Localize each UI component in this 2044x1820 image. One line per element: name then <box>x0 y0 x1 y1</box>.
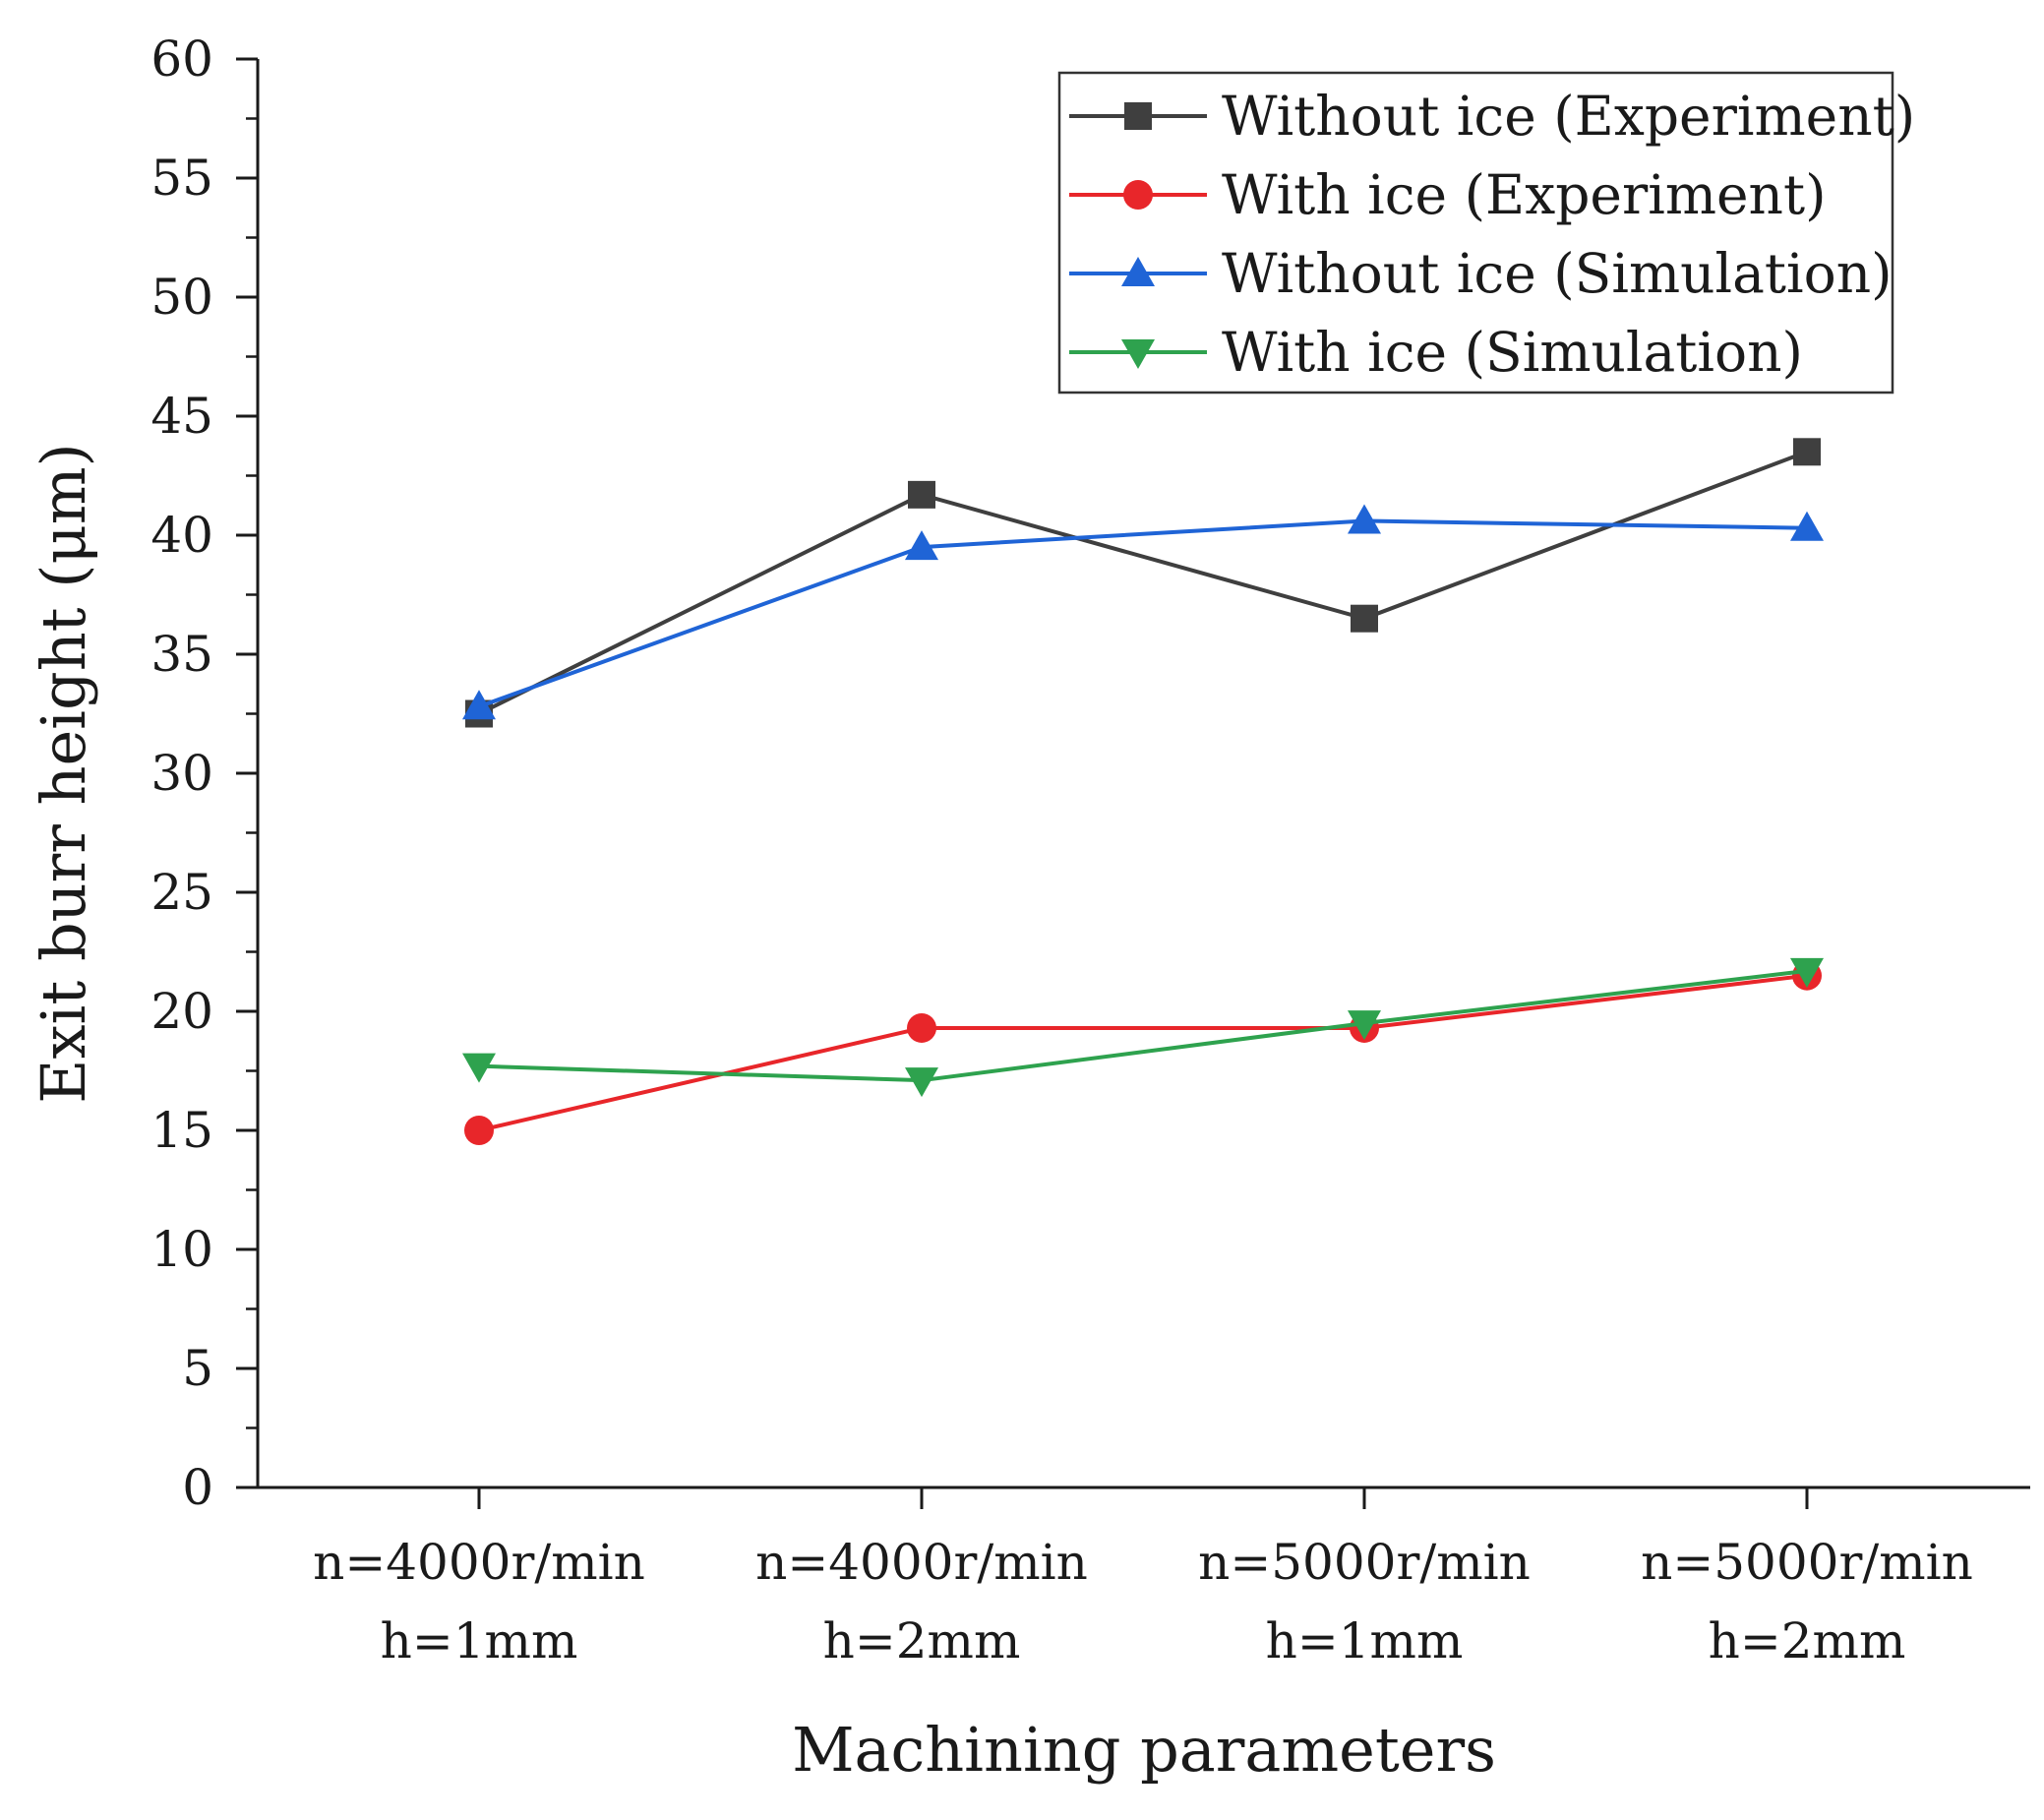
y-tick-label: 50 <box>150 269 213 326</box>
series-line <box>478 518 1808 709</box>
series-layer <box>462 438 1824 1145</box>
legend-label: With ice (Simulation) <box>1222 321 1803 384</box>
series-without-ice-experiment <box>465 438 1821 728</box>
x-axis-title: Machining parameters <box>792 1714 1496 1786</box>
legend-marker <box>1123 180 1153 210</box>
y-tick-label: 10 <box>150 1221 213 1278</box>
x-tick-label-line1: n=5000r/min <box>1198 1534 1531 1591</box>
y-tick-label: 35 <box>150 626 213 683</box>
legend-marker <box>1121 339 1155 369</box>
legend: Without ice (Experiment) With ice (Experi… <box>1057 71 1915 394</box>
x-tick-label-line1: n=5000r/min <box>1641 1534 1973 1591</box>
x-tick-label-line2: h=1mm <box>1266 1612 1464 1669</box>
legend-item: With ice (Simulation) <box>1069 321 1803 384</box>
series-line <box>478 968 1808 1083</box>
legend-box <box>1057 71 1894 394</box>
y-tick-label: 20 <box>150 983 213 1040</box>
data-point <box>1348 504 1381 534</box>
x-tick-label-line2: h=2mm <box>823 1612 1021 1669</box>
y-tick-label: 40 <box>150 507 213 564</box>
legend-item: Without ice (Simulation) <box>1069 242 1893 305</box>
series-without-ice-simulation <box>462 504 1824 720</box>
data-point <box>462 1053 496 1083</box>
data-point <box>1351 604 1378 633</box>
y-tick-label: 5 <box>182 1340 213 1397</box>
data-point <box>907 1012 936 1043</box>
legend-item: Without ice (Experiment) <box>1069 85 1915 148</box>
y-axis-ticks: 0 5 10 15 20 25 30 35 40 45 50 55 60 <box>150 30 258 1516</box>
x-tick-label-line1: n=4000r/min <box>313 1534 645 1591</box>
data-point <box>908 480 935 509</box>
data-point <box>1790 957 1824 988</box>
series-line <box>478 973 1808 1132</box>
x-axis-ticks: n=4000r/min h=1mm n=4000r/min h=2mm n=5000r/… <box>313 1487 1973 1669</box>
y-tick-label: 60 <box>150 30 213 88</box>
y-tick-label: 45 <box>150 388 213 445</box>
legend-marker <box>1121 257 1155 286</box>
legend-label: Without ice (Experiment) <box>1222 85 1915 148</box>
y-axis-title: Exit burr height (μm) <box>28 443 99 1103</box>
y-tick-label: 15 <box>150 1102 213 1159</box>
data-point <box>905 530 938 561</box>
x-tick-label-line1: n=4000r/min <box>755 1534 1088 1591</box>
y-tick-label: 30 <box>150 745 213 802</box>
x-tick-label-line2: h=2mm <box>1709 1612 1906 1669</box>
data-point <box>905 1067 938 1098</box>
plot-area: 0 5 10 15 20 25 30 35 40 45 50 55 60 n=4000r/min h=1m… <box>150 30 2030 1669</box>
x-tick-label-line2: h=1mm <box>381 1612 578 1669</box>
legend-marker <box>1124 102 1152 130</box>
legend-item: With ice (Experiment) <box>1069 163 1827 226</box>
data-point <box>1790 511 1824 541</box>
data-point <box>1348 1010 1381 1041</box>
series-line <box>478 450 1808 716</box>
data-point <box>464 1116 494 1145</box>
legend-label: Without ice (Simulation) <box>1222 242 1893 305</box>
data-point <box>462 690 496 720</box>
y-tick-label: 55 <box>150 150 213 207</box>
y-tick-label: 25 <box>150 864 213 921</box>
data-point <box>1793 438 1821 466</box>
legend-label: With ice (Experiment) <box>1222 163 1827 226</box>
y-tick-label: 0 <box>182 1459 213 1516</box>
series-with-ice-simulation <box>462 957 1824 1098</box>
legend-items: Without ice (Experiment) With ice (Experi… <box>1069 85 1915 384</box>
